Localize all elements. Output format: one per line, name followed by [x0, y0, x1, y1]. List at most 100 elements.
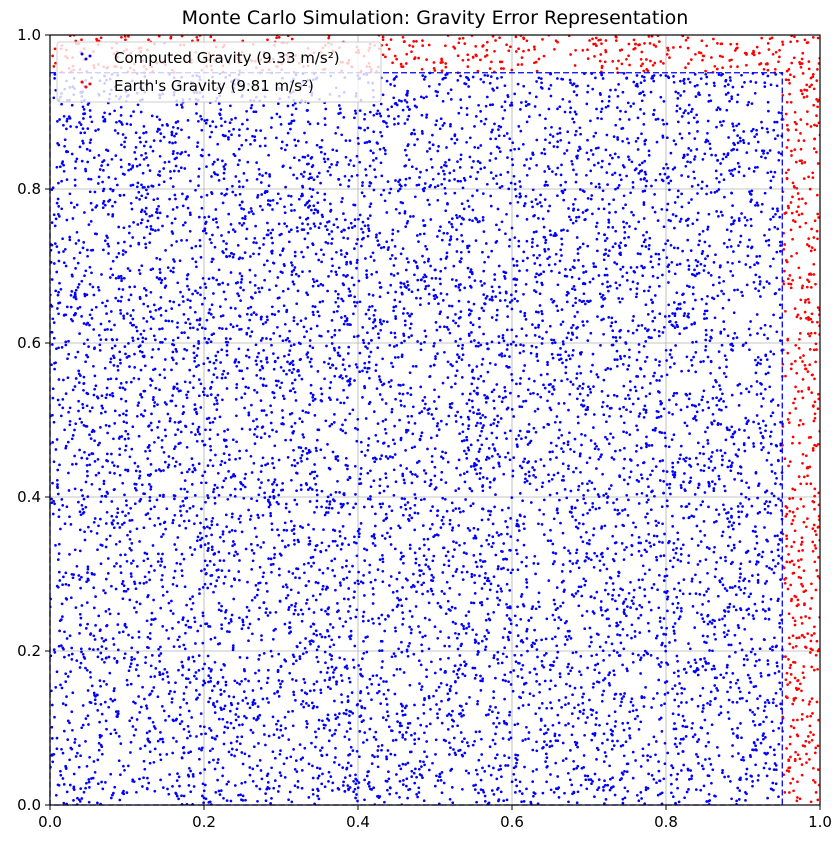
computed-gravity-point [88, 786, 91, 789]
computed-gravity-point [595, 711, 598, 714]
earth-gravity-point [813, 219, 817, 223]
computed-gravity-point [164, 527, 167, 531]
computed-gravity-point [129, 572, 133, 575]
computed-gravity-point [235, 440, 238, 444]
computed-gravity-point [135, 600, 139, 604]
computed-gravity-point [241, 723, 244, 726]
computed-gravity-point [262, 724, 266, 728]
computed-gravity-point [687, 502, 691, 506]
computed-gravity-point [435, 94, 439, 98]
computed-gravity-point [399, 200, 403, 204]
computed-gravity-point [638, 163, 641, 167]
computed-gravity-point [229, 337, 232, 341]
computed-gravity-point [393, 298, 397, 302]
computed-gravity-point [517, 125, 521, 128]
computed-gravity-point [399, 252, 403, 256]
earth-gravity-point [413, 57, 416, 61]
computed-gravity-point [179, 420, 182, 424]
computed-gravity-point [445, 509, 449, 513]
computed-gravity-point [577, 566, 581, 570]
computed-gravity-point [518, 780, 522, 784]
computed-gravity-point [347, 676, 351, 680]
computed-gravity-point [651, 206, 655, 209]
computed-gravity-point [103, 700, 107, 704]
computed-gravity-point [201, 474, 204, 478]
computed-gravity-point [713, 466, 717, 470]
earth-gravity-point [795, 210, 799, 213]
earth-gravity-point [800, 536, 804, 540]
computed-gravity-point [523, 515, 526, 519]
computed-gravity-point [261, 456, 265, 460]
computed-gravity-point [684, 725, 687, 729]
computed-gravity-point [340, 297, 343, 301]
computed-gravity-point [597, 680, 601, 684]
computed-gravity-point [138, 272, 142, 275]
computed-gravity-point [500, 220, 504, 224]
computed-gravity-point [559, 618, 563, 622]
computed-gravity-point [452, 748, 455, 751]
computed-gravity-point [104, 577, 108, 581]
computed-gravity-point [123, 240, 126, 244]
computed-gravity-point [219, 463, 223, 467]
computed-gravity-point [582, 497, 586, 501]
computed-gravity-point [449, 235, 453, 238]
computed-gravity-point [185, 603, 188, 607]
computed-gravity-point [463, 286, 467, 290]
computed-gravity-point [262, 652, 266, 655]
computed-gravity-point [433, 625, 437, 629]
computed-gravity-point [116, 241, 120, 245]
computed-gravity-point [175, 240, 178, 243]
computed-gravity-point [159, 606, 163, 610]
computed-gravity-point [503, 431, 507, 435]
computed-gravity-point [616, 136, 619, 139]
computed-gravity-point [291, 709, 294, 713]
computed-gravity-point [777, 742, 781, 746]
computed-gravity-point [234, 358, 238, 361]
computed-gravity-point [483, 73, 487, 77]
computed-gravity-point [509, 429, 512, 433]
computed-gravity-point [378, 378, 382, 381]
computed-gravity-point [404, 268, 408, 272]
computed-gravity-point [187, 154, 191, 157]
computed-gravity-point [675, 391, 679, 395]
computed-gravity-point [751, 614, 755, 617]
computed-gravity-point [52, 420, 56, 424]
computed-gravity-point [288, 349, 292, 352]
computed-gravity-point [326, 628, 329, 632]
computed-gravity-point [70, 437, 74, 441]
computed-gravity-point [314, 745, 317, 749]
computed-gravity-point [636, 397, 640, 401]
computed-gravity-point [467, 744, 470, 748]
computed-gravity-point [742, 591, 746, 595]
computed-gravity-point [164, 249, 167, 252]
computed-gravity-point [129, 682, 133, 686]
computed-gravity-point [68, 235, 72, 239]
computed-gravity-point [749, 193, 753, 196]
computed-gravity-point [699, 726, 703, 729]
computed-gravity-point [505, 722, 509, 726]
computed-gravity-point [384, 418, 388, 421]
computed-gravity-point [642, 289, 646, 293]
computed-gravity-point [526, 461, 529, 465]
computed-gravity-point [129, 114, 133, 118]
computed-gravity-point [625, 633, 629, 637]
earth-gravity-point [803, 38, 807, 42]
computed-gravity-point [69, 305, 73, 309]
computed-gravity-point [232, 577, 236, 580]
earth-gravity-point [813, 248, 817, 252]
computed-gravity-point [637, 541, 641, 545]
computed-gravity-point [769, 350, 773, 353]
computed-gravity-point [544, 180, 548, 184]
computed-gravity-point [737, 510, 740, 514]
computed-gravity-point [565, 496, 569, 500]
computed-gravity-point [524, 472, 527, 476]
earth-gravity-point [790, 154, 793, 157]
computed-gravity-point [698, 580, 702, 584]
computed-gravity-point [748, 754, 752, 757]
computed-gravity-point [289, 588, 293, 592]
computed-gravity-point [606, 183, 609, 186]
computed-gravity-point [652, 79, 656, 83]
computed-gravity-point [207, 277, 211, 281]
computed-gravity-point [620, 700, 623, 704]
computed-gravity-point [234, 718, 238, 722]
